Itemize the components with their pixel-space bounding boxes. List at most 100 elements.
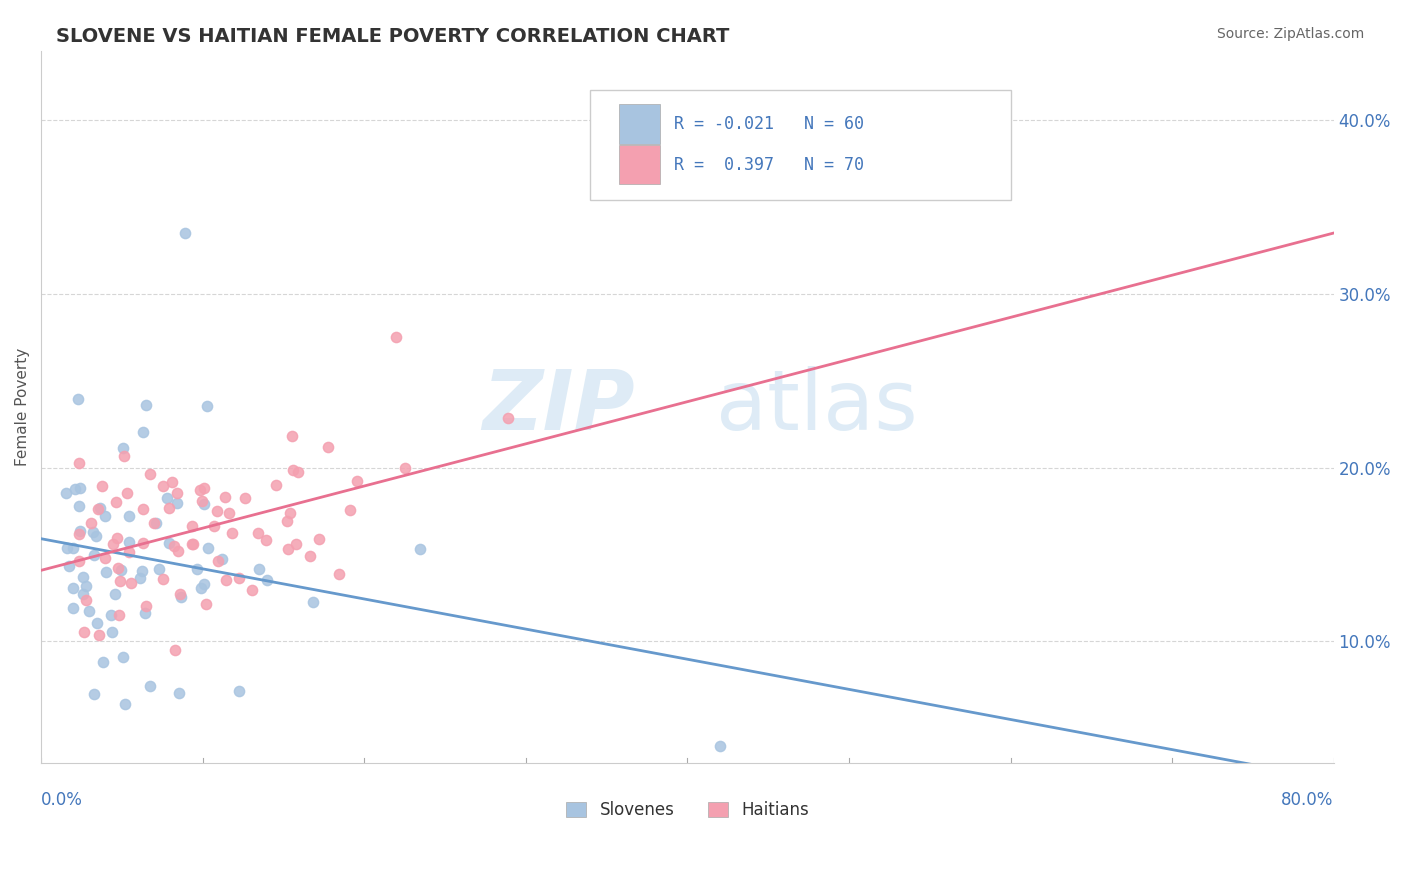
Point: [75, 579, 97, 593]
Point: [214, 491, 236, 505]
Point: [163, 643, 186, 657]
Point: [211, 552, 233, 566]
Point: [264, 478, 287, 492]
Point: [108, 608, 131, 623]
Point: [117, 535, 139, 549]
Point: [180, 519, 202, 533]
Point: [385, 330, 408, 344]
Y-axis label: Female Poverty: Female Poverty: [15, 348, 30, 466]
Point: [112, 449, 135, 463]
Point: [145, 516, 167, 530]
Text: R = -0.021   N = 60: R = -0.021 N = 60: [675, 115, 865, 133]
FancyBboxPatch shape: [591, 90, 1011, 201]
Point: [167, 686, 190, 700]
Point: [218, 507, 240, 521]
Point: [207, 554, 229, 568]
Point: [183, 537, 205, 551]
Point: [228, 571, 250, 585]
Point: [107, 561, 129, 575]
Point: [169, 587, 191, 601]
Point: [193, 497, 215, 511]
Point: [93, 508, 115, 523]
FancyBboxPatch shape: [619, 145, 661, 185]
Point: [134, 606, 156, 620]
Point: [112, 649, 135, 664]
Point: [75, 592, 97, 607]
Point: [308, 532, 330, 546]
Point: [110, 563, 132, 577]
Point: [143, 516, 166, 531]
Point: [156, 491, 179, 506]
Point: [100, 608, 122, 623]
Point: [135, 599, 157, 614]
Point: [233, 491, 256, 506]
Point: [195, 597, 218, 611]
Point: [66, 392, 89, 406]
Point: [101, 537, 124, 551]
Point: [215, 573, 238, 587]
Point: [339, 502, 361, 516]
Point: [69, 481, 91, 495]
Legend: Slovenes, Haitians: Slovenes, Haitians: [560, 795, 815, 826]
Point: [166, 486, 188, 500]
Point: [157, 501, 180, 516]
Point: [72, 570, 94, 584]
Point: [242, 582, 264, 597]
Point: [67, 527, 90, 541]
Point: [202, 519, 225, 533]
Point: [67, 554, 90, 568]
Text: SLOVENE VS HAITIAN FEMALE POVERTY CORRELATION CHART: SLOVENE VS HAITIAN FEMALE POVERTY CORREL…: [56, 27, 730, 45]
Point: [148, 562, 170, 576]
Point: [228, 684, 250, 698]
Point: [188, 483, 211, 498]
Text: Source: ZipAtlas.com: Source: ZipAtlas.com: [1216, 27, 1364, 41]
Point: [131, 564, 153, 578]
Point: [254, 533, 277, 547]
Text: 0.0%: 0.0%: [41, 791, 83, 809]
Point: [167, 543, 190, 558]
Text: R =  0.397   N = 70: R = 0.397 N = 70: [675, 156, 865, 174]
Point: [284, 536, 307, 550]
Point: [280, 507, 302, 521]
Point: [103, 587, 125, 601]
Point: [247, 562, 270, 576]
Text: atlas: atlas: [716, 367, 918, 448]
Point: [346, 474, 368, 488]
Point: [316, 440, 339, 454]
Point: [72, 624, 94, 639]
Point: [173, 226, 195, 240]
Point: [80, 516, 103, 530]
Point: [302, 594, 325, 608]
Point: [246, 526, 269, 541]
Point: [166, 496, 188, 510]
Point: [287, 465, 309, 479]
Point: [190, 582, 212, 596]
Point: [69, 524, 91, 538]
Point: [72, 587, 94, 601]
Point: [135, 398, 157, 412]
Point: [152, 572, 174, 586]
Point: [58, 558, 80, 573]
Point: [63, 482, 86, 496]
Point: [152, 479, 174, 493]
Point: [83, 687, 105, 701]
Text: ZIP: ZIP: [482, 367, 634, 448]
Point: [56, 541, 79, 556]
Point: [131, 501, 153, 516]
Point: [195, 399, 218, 413]
Point: [55, 485, 77, 500]
Point: [281, 463, 304, 477]
Point: [94, 550, 117, 565]
Point: [256, 573, 278, 587]
Point: [114, 697, 136, 711]
Point: [193, 481, 215, 495]
Point: [91, 655, 114, 669]
Point: [89, 500, 111, 515]
Point: [157, 535, 180, 549]
Point: [205, 504, 228, 518]
Point: [118, 508, 141, 523]
Point: [121, 575, 143, 590]
Point: [91, 478, 114, 492]
Point: [281, 429, 304, 443]
Point: [62, 541, 84, 555]
